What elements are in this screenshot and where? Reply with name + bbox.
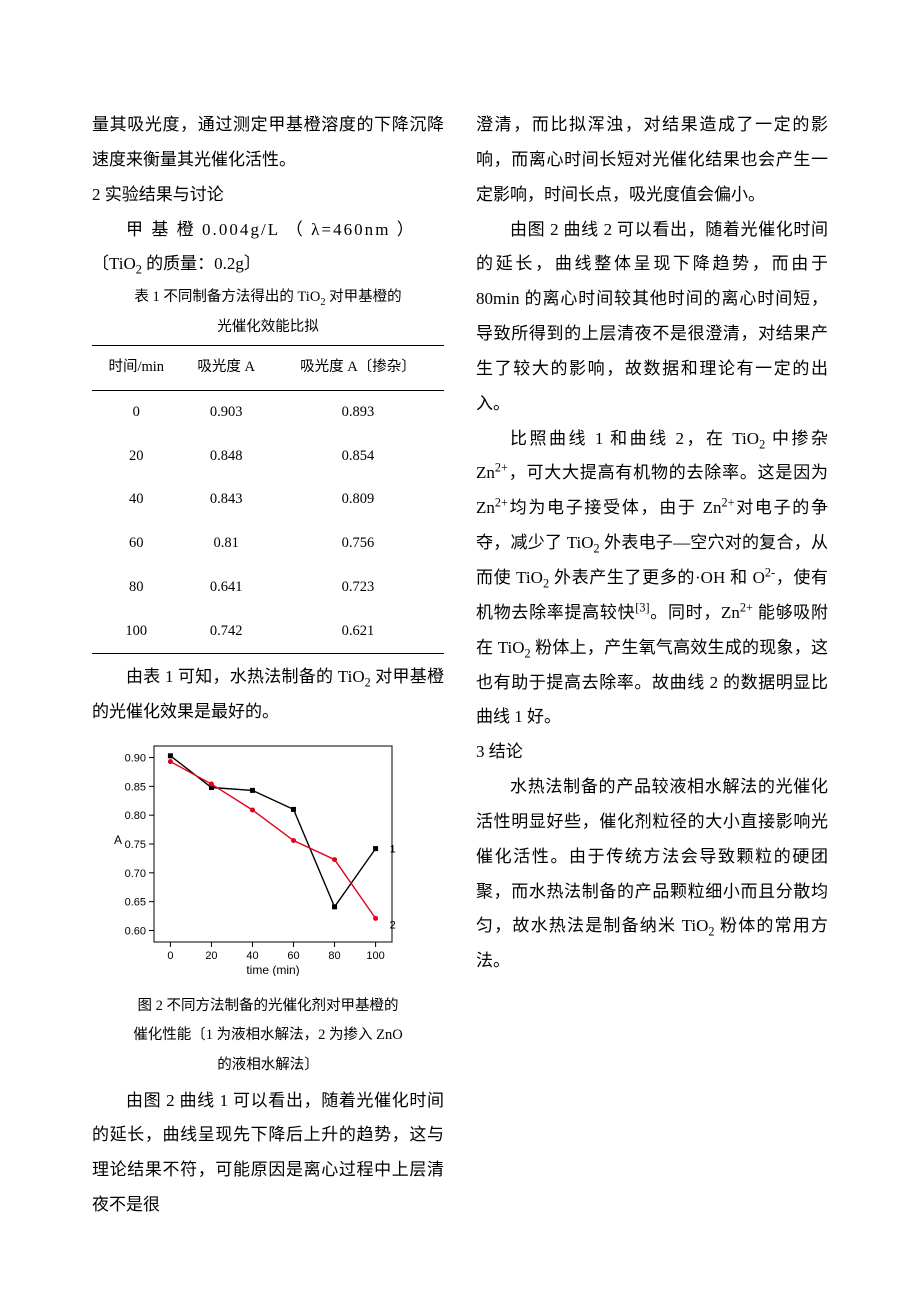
left-column: 量其吸光度，通过测定甲基橙溶度的下降沉降速度来衡量其光催化活性。 2 实验结果与… [92,108,444,1223]
paragraph: 量其吸光度，通过测定甲基橙溶度的下降沉降速度来衡量其光催化活性。 [92,108,444,178]
svg-text:0.75: 0.75 [125,839,146,851]
table-cell: 60 [92,522,181,566]
data-table: 时间/min 吸光度 A 吸光度 A〔掺杂〕 00.9030.893200.84… [92,345,444,654]
table-row: 800.6410.723 [92,566,444,610]
figure-caption: 图 2 不同方法制备的光催化剂对甲基橙的 [92,993,444,1021]
paragraph: 〔TiO2 的质量：0.2g〕 [92,247,444,282]
table-cell: 0.621 [272,610,444,654]
table-cell: 20 [92,435,181,479]
svg-text:1: 1 [390,844,396,856]
table-row: 200.8480.854 [92,435,444,479]
table-cell: 40 [92,478,181,522]
text: 表 1 不同制备方法得出的 TiO [134,289,320,305]
paragraph: 由表 1 可知，水热法制备的 TiO2 对甲基橙的光催化效果是最好的。 [92,660,444,730]
table-row: 400.8430.809 [92,478,444,522]
table-caption: 光催化效能比拟 [92,314,444,342]
table-row: 00.9030.893 [92,391,444,435]
svg-text:80: 80 [328,950,340,962]
svg-text:A: A [114,833,122,847]
svg-text:40: 40 [246,950,258,962]
svg-text:0: 0 [167,950,173,962]
table-cell: 0.723 [272,566,444,610]
table-cell: 0.893 [272,391,444,435]
svg-text:20: 20 [205,950,217,962]
table-cell: 100 [92,610,181,654]
paragraph: 水热法制备的产品较液相水解法的光催化活性明显好些，催化剂粒径的大小直接影响光催化… [476,770,828,979]
svg-text:0.80: 0.80 [125,810,146,822]
paragraph: 比照曲线 1 和曲线 2，在 TiO2 中掺杂 Zn2+，可大大提高有机物的去除… [476,422,828,736]
table-row: 600.810.756 [92,522,444,566]
svg-text:60: 60 [287,950,299,962]
right-column: 澄清，而比拟浑浊，对结果造成了一定的影响，而离心时间长短对光催化结果也会产生一定… [476,108,828,1223]
svg-text:2: 2 [390,919,396,931]
paragraph: 由图 2 曲线 2 可以看出，随着光催化时间的延长，曲线整体呈现下降趋势，而由于… [476,213,828,422]
table-cell: 0.809 [272,478,444,522]
two-column-layout: 量其吸光度，通过测定甲基橙溶度的下降沉降速度来衡量其光催化活性。 2 实验结果与… [92,108,828,1223]
table-cell: 0.641 [181,566,272,610]
table-cell: 0.81 [181,522,272,566]
svg-text:0.85: 0.85 [125,781,146,793]
table-cell: 80 [92,566,181,610]
table-header: 吸光度 A〔掺杂〕 [272,346,444,391]
table-header: 吸光度 A [181,346,272,391]
paragraph: 澄清，而比拟浑浊，对结果造成了一定的影响，而离心时间长短对光催化结果也会产生一定… [476,108,828,213]
table-row: 1000.7420.621 [92,610,444,654]
table-cell: 0.903 [181,391,272,435]
text: 〔TiO [92,254,136,273]
table-cell: 0 [92,391,181,435]
table-header: 时间/min [92,346,181,391]
section-heading-2: 2 实验结果与讨论 [92,178,444,213]
chart-svg: 0.60 0.65 0.70 0.75 0.80 0.85 0.90 0 20 40 60 80 100… [102,736,422,976]
table-cell: 0.756 [272,522,444,566]
text: 对甲基橙的 [326,289,402,305]
figure-caption: 的液相水解法〕 [92,1052,444,1080]
paragraph: 由图 2 曲线 1 可以看出，随着光催化时间的延长，曲线呈现先下降后上升的趋势，… [92,1084,444,1223]
text: 由表 1 可知，水热法制备的 TiO [126,667,365,686]
svg-text:0.65: 0.65 [125,897,146,909]
svg-text:0.70: 0.70 [125,868,146,880]
paragraph: 甲 基 橙 0.004g/L （ λ=460nm ） [92,213,444,248]
table-caption: 表 1 不同制备方法得出的 TiO2 对甲基橙的 [92,284,444,312]
table-cell: 0.848 [181,435,272,479]
svg-text:time (min): time (min) [246,963,299,976]
figure-2-chart: 0.60 0.65 0.70 0.75 0.80 0.85 0.90 0 20 40 60 80 100… [92,730,444,991]
table-cell: 0.742 [181,610,272,654]
svg-text:0.90: 0.90 [125,753,146,765]
table-cell: 0.843 [181,478,272,522]
table-cell: 0.854 [272,435,444,479]
svg-text:100: 100 [366,950,384,962]
text: 的质量：0.2g〕 [142,254,261,273]
section-heading-3: 3 结论 [476,735,828,770]
figure-caption: 催化性能〔1 为液相水解法，2 为掺入 ZnO [92,1022,444,1050]
svg-text:0.60: 0.60 [125,926,146,938]
